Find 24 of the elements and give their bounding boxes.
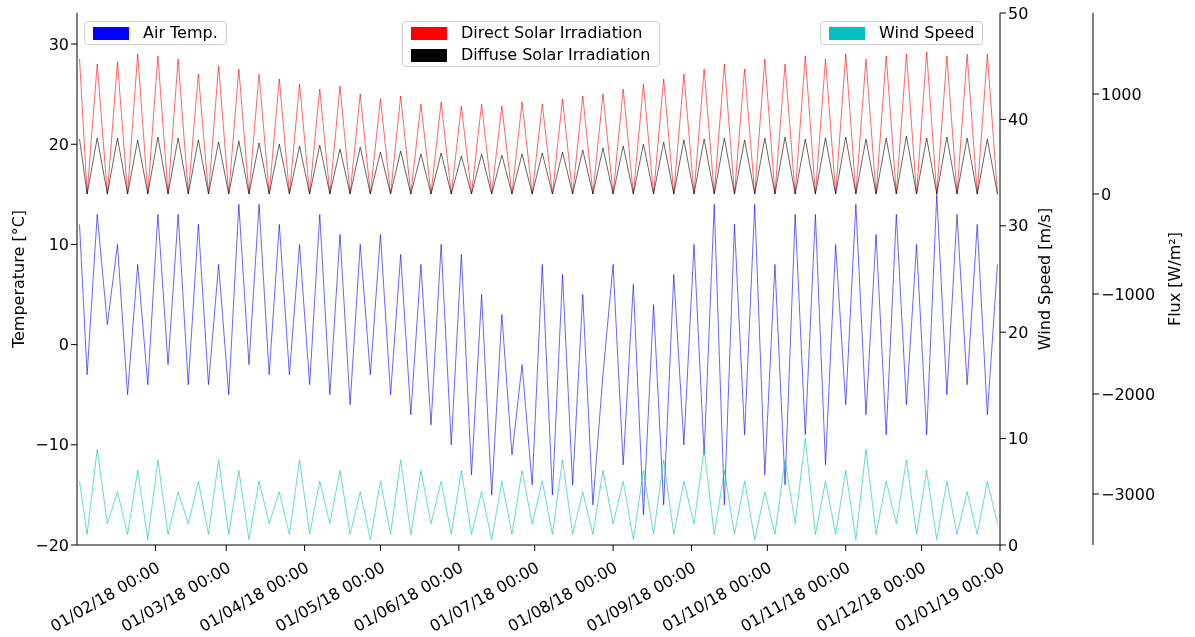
y-tick-label: −10 xyxy=(35,435,69,455)
y3-tick-label: −1000 xyxy=(1101,284,1156,304)
y2-tick-label: 10 xyxy=(1008,429,1029,449)
y2-tick-label: 30 xyxy=(1008,216,1029,236)
y3-axis-title: Flux [W/m²] xyxy=(1165,231,1184,327)
legend-label: Direct Solar Irradiation xyxy=(461,22,643,44)
y3-tick-label: 0 xyxy=(1101,184,1112,204)
y3-tick-label: 1000 xyxy=(1101,84,1142,104)
y2-tick-label: 0 xyxy=(1008,535,1019,555)
y-tick-label: 0 xyxy=(58,335,69,355)
y2-axis-title: Wind Speed [m/s] xyxy=(1035,207,1054,351)
y2-tick-label: 20 xyxy=(1008,322,1029,342)
legend-label: Air Temp. xyxy=(143,22,218,44)
y2-tick-label: 50 xyxy=(1008,3,1029,23)
y2-tick-label: 40 xyxy=(1008,109,1029,129)
legend-label: Wind Speed xyxy=(879,22,975,44)
y-tick-label: 20 xyxy=(48,134,69,154)
y-tick-label: 30 xyxy=(48,34,69,54)
y3-tick-label: −3000 xyxy=(1101,484,1156,504)
y3-tick-label: −2000 xyxy=(1101,384,1156,404)
y-tick-label: 10 xyxy=(48,234,69,254)
y-tick-label: −20 xyxy=(35,535,69,555)
y-axis-title: Temperature [°C] xyxy=(9,209,28,350)
legend-label: Diffuse Solar Irradiation xyxy=(461,44,651,66)
